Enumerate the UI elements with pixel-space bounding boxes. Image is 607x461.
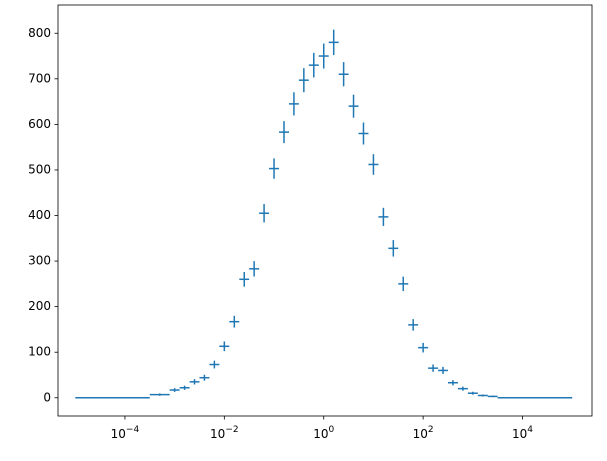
x-tick-label: 100	[313, 425, 334, 441]
y-tick-label: 800	[28, 26, 51, 40]
y-tick-label: 0	[43, 390, 51, 404]
y-tick-label: 700	[28, 71, 51, 85]
axes-frame	[57, 4, 593, 417]
y-tick-label: 500	[28, 162, 51, 176]
tick-base: 10	[111, 427, 126, 441]
y-tick-label: 200	[28, 299, 51, 313]
tick-power: 2	[428, 425, 434, 435]
tick-base: 10	[210, 427, 225, 441]
tick-power: −4	[126, 425, 140, 435]
tick-base: 10	[512, 427, 527, 441]
tick-power: −2	[225, 425, 238, 435]
y-tick-label: 300	[28, 254, 51, 268]
y-tick-label: 600	[28, 117, 51, 131]
x-tick-label: 10−2	[210, 425, 239, 441]
x-tick-label: 10−4	[111, 425, 140, 441]
y-tick-label: 100	[28, 345, 51, 359]
tick-base: 10	[413, 427, 428, 441]
tick-power: 4	[527, 425, 533, 435]
x-tick-label: 104	[512, 425, 533, 441]
y-tick-label: 400	[28, 208, 51, 222]
tick-base: 10	[313, 427, 328, 441]
x-tick-label: 102	[413, 425, 434, 441]
tick-power: 0	[329, 425, 335, 435]
